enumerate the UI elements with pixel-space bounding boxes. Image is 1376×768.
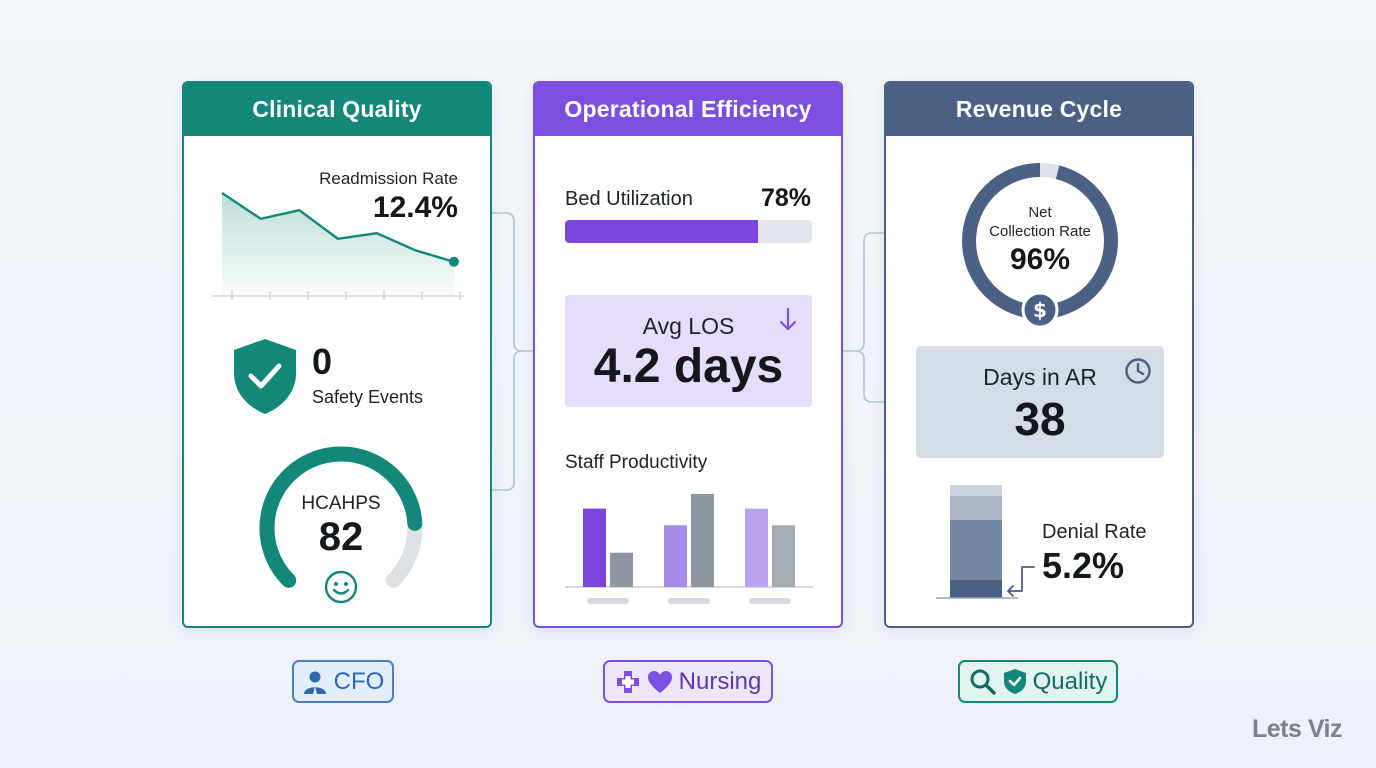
nursing-tag-label: Nursing (678, 667, 762, 695)
medical-cross-icon (616, 670, 639, 693)
net-collection-label-line2: Collection Rate (989, 223, 1091, 240)
denial-rate-value: 5.2% (1042, 545, 1125, 586)
days-in-ar-label: Days in AR (983, 364, 1097, 390)
staff-bar-g3-2 (772, 525, 795, 587)
staff-bar-g1-1 (583, 508, 606, 587)
brand-logo: Lets Viz (1251, 715, 1343, 743)
arrow-down-icon (779, 307, 797, 331)
days-in-ar-value: 38 (1014, 393, 1066, 445)
readmission-trend-area (222, 193, 454, 296)
heart-icon (647, 670, 672, 693)
avg-los-label: Avg LOS (642, 313, 735, 339)
readmission-trend-endpoint (449, 256, 459, 267)
staff-group-label-placeholder-1 (587, 598, 629, 604)
smiley-face-icon (324, 570, 358, 604)
bed-utilization-value: 78% (760, 184, 811, 212)
denial-rate-stacked-bar (936, 485, 1018, 599)
denial-bar-segment-1 (950, 485, 1002, 496)
bed-utilization-label: Bed Utilization (565, 188, 693, 210)
readmission-trend-chart (212, 192, 464, 300)
avg-los-value: 4.2 days (593, 340, 784, 393)
staff-group-label-placeholder-2 (668, 598, 710, 604)
hcahps-gauge-fill (259, 446, 423, 588)
bed-utilization-bar (565, 220, 812, 243)
days-in-ar-card: Days in AR 38 (916, 346, 1164, 458)
cfo-tag: CFO (292, 660, 394, 703)
person-icon (303, 671, 326, 694)
staff-bar-g1-2 (610, 552, 633, 587)
clinical-quality-panel: Clinical Quality Readmission Rate 12.4% … (182, 81, 492, 628)
denial-bar-segment-2 (950, 496, 1002, 520)
operational-efficiency-title: Operational Efficiency (535, 83, 841, 136)
revenue-cycle-panel: Revenue Cycle Net Collection Rate 96% $ … (884, 81, 1194, 628)
denial-bar-segment-3 (950, 520, 1002, 580)
clock-icon (1125, 358, 1151, 384)
net-collection-label-line1: Net (1028, 204, 1052, 221)
readmission-trend-line (221, 192, 455, 263)
staff-productivity-label: Staff Productivity (565, 452, 708, 473)
dollar-icon: $ (1021, 291, 1059, 329)
shield-check-small-icon (1003, 669, 1026, 694)
shield-check-icon (234, 339, 296, 414)
operational-efficiency-panel: Operational Efficiency Bed Utilization 7… (533, 81, 843, 628)
nursing-tag: Nursing (603, 660, 773, 703)
denial-bar-segment-4 (950, 580, 1002, 598)
net-collection-value: 96% (1009, 243, 1071, 276)
magnifier-icon (970, 669, 996, 695)
staff-bar-g2-1 (664, 525, 687, 587)
quality-tag: Quality (958, 660, 1118, 703)
svg-text:$: $ (1033, 298, 1047, 322)
staff-productivity-chart (565, 493, 813, 604)
quality-tag-label: Quality (1032, 667, 1108, 695)
readmission-rate-value: 12.4% (372, 191, 458, 224)
staff-group-label-placeholder-3 (749, 598, 791, 604)
revenue-cycle-title: Revenue Cycle (886, 83, 1192, 136)
safety-events-value: 0 (312, 341, 333, 382)
bed-utilization-bar-fill (565, 220, 758, 243)
denial-rate-label: Denial Rate (1042, 521, 1147, 543)
hcahps-gauge (259, 446, 423, 588)
safety-events-label: Safety Events (312, 387, 424, 407)
readmission-rate-label: Readmission Rate (319, 169, 458, 188)
clinical-quality-title: Clinical Quality (184, 83, 490, 136)
avg-los-card: Avg LOS 4.2 days (565, 295, 812, 407)
staff-bar-g3-1 (745, 508, 768, 587)
hcahps-value: 82 (318, 515, 364, 559)
staff-bar-g2-2 (691, 493, 714, 587)
hcahps-label: HCAHPS (301, 493, 381, 514)
cfo-tag-label: CFO (333, 667, 385, 695)
denial-pointer-arrow (1007, 566, 1035, 597)
